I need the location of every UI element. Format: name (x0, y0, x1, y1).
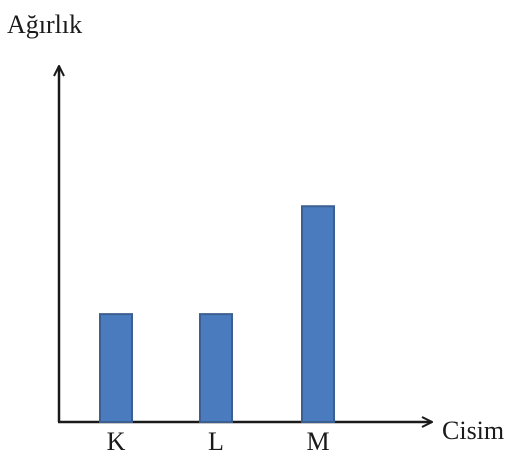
bars-group (99, 205, 335, 423)
bar-k (99, 313, 133, 423)
y-axis-label: Ağırlık (7, 10, 82, 39)
category-label-m: M (306, 427, 329, 456)
bar-l (199, 313, 233, 423)
category-label-l: L (208, 427, 224, 456)
bar-m (301, 205, 335, 423)
category-label-k: K (107, 427, 126, 456)
x-axis-label: Cisim (442, 416, 504, 445)
category-labels: K L M (107, 427, 330, 456)
